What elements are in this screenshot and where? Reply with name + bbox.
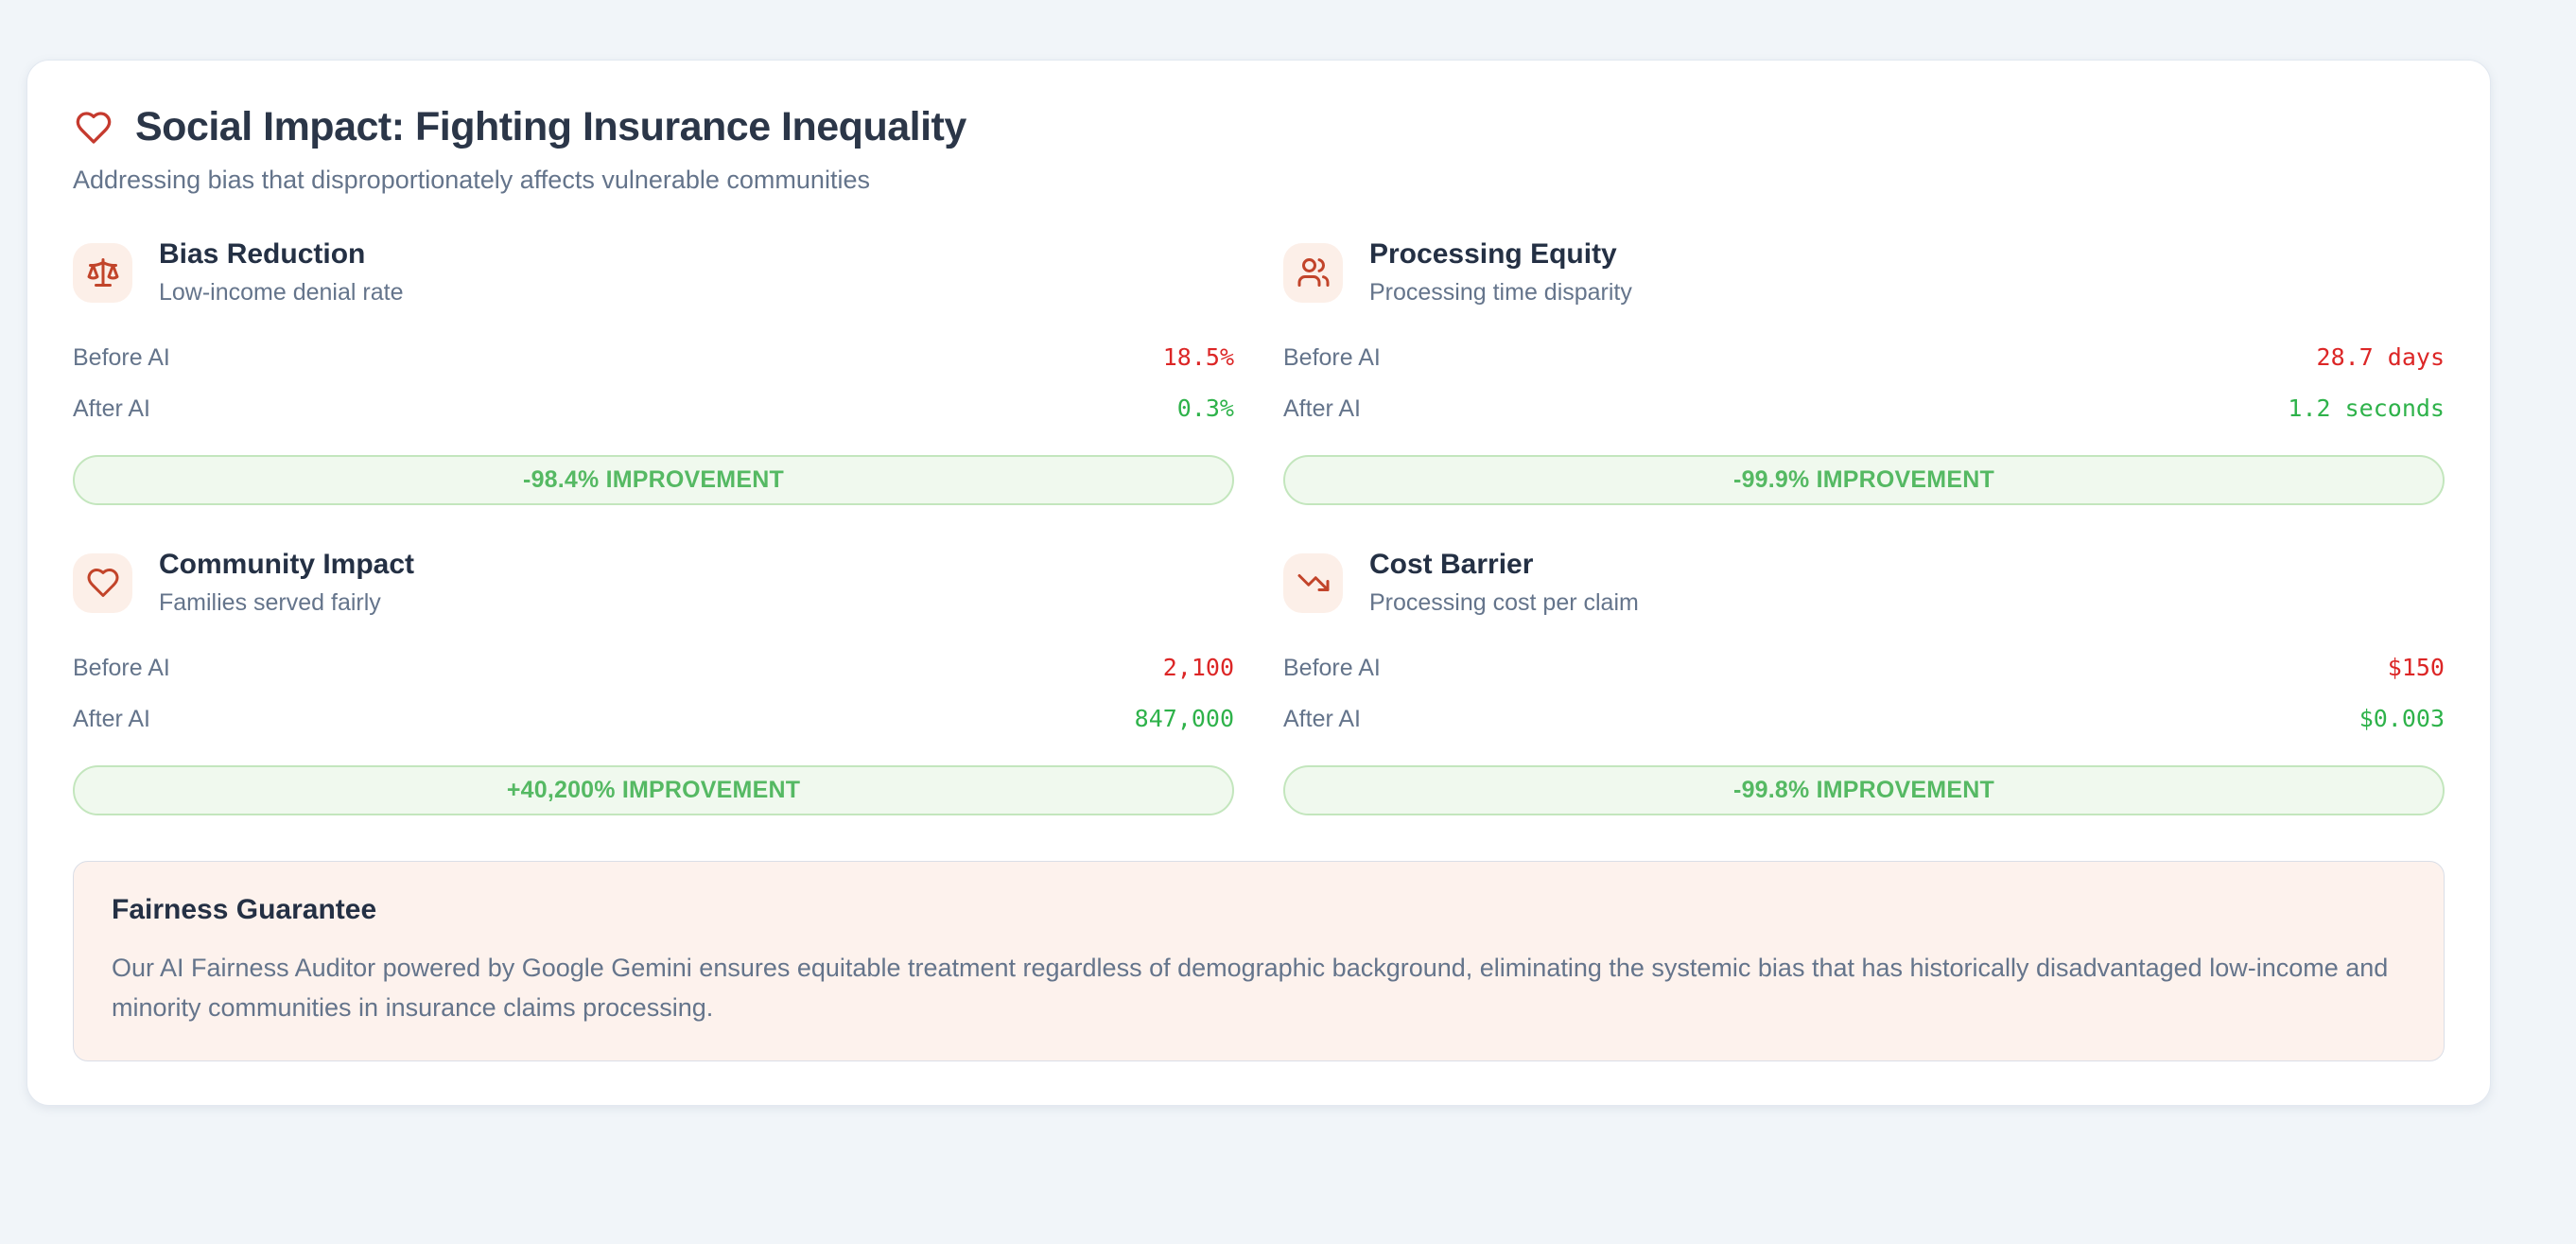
metric-card: Community Impact Families served fairly Be…: [73, 549, 1234, 815]
before-row: Before AI 2,100: [73, 647, 1234, 689]
heart-icon: [73, 552, 132, 613]
after-row: After AI 847,000: [73, 698, 1234, 740]
trending-down-icon: [1283, 552, 1343, 613]
page-background: { "card": { "title": "Social Impact: Fig…: [0, 60, 2576, 1244]
card-header: Social Impact: Fighting Insurance Inequa…: [73, 104, 2445, 150]
after-row: After AI $0.003: [1283, 698, 2445, 740]
before-value: 28.7 days: [2316, 343, 2445, 371]
metric-subtitle: Processing time disparity: [1369, 279, 1632, 306]
before-value: 18.5%: [1162, 343, 1234, 371]
improvement-badge: -99.8% IMPROVEMENT: [1283, 765, 2445, 815]
after-value: 847,000: [1134, 705, 1234, 732]
metric-title: Bias Reduction: [159, 238, 366, 270]
before-label: Before AI: [73, 655, 170, 681]
metric-subtitle: Low-income denial rate: [159, 279, 404, 306]
metric-header: Cost Barrier Processing cost per claim: [1283, 549, 2445, 617]
before-label: Before AI: [1283, 344, 1381, 371]
metric-card: Bias Reduction Low-income denial rate Befo…: [73, 238, 1234, 505]
after-value: 1.2 seconds: [2288, 394, 2445, 422]
page-subtitle: Addressing bias that disproportionately …: [73, 166, 870, 194]
page-title: Social Impact: Fighting Insurance Inequa…: [135, 104, 966, 149]
scales-icon: [73, 242, 132, 303]
metric-card: Processing Equity Processing time dispari…: [1283, 238, 2445, 505]
metrics-grid: Bias Reduction Low-income denial rate Befo…: [73, 238, 2445, 815]
users-icon: [1283, 242, 1343, 303]
after-label: After AI: [1283, 395, 1361, 422]
improvement-badge: +40,200% IMPROVEMENT: [73, 765, 1234, 815]
after-label: After AI: [73, 395, 150, 422]
after-value: $0.003: [2358, 705, 2445, 732]
metric-header: Bias Reduction Low-income denial rate: [73, 238, 1234, 307]
before-value: 2,100: [1162, 654, 1234, 681]
heart-icon: [76, 111, 112, 144]
metric-card: Cost Barrier Processing cost per claim Bef…: [1283, 549, 2445, 815]
social-impact-card: Social Impact: Fighting Insurance Inequa…: [26, 60, 2491, 1106]
metric-subtitle: Processing cost per claim: [1369, 589, 1639, 616]
before-label: Before AI: [73, 344, 170, 371]
after-label: After AI: [1283, 706, 1361, 732]
before-row: Before AI 18.5%: [73, 337, 1234, 378]
metric-title: Processing Equity: [1369, 238, 1617, 270]
before-value: $150: [2387, 654, 2445, 681]
before-label: Before AI: [1283, 655, 1381, 681]
after-value: 0.3%: [1176, 394, 1234, 422]
metric-header: Community Impact Families served fairly: [73, 549, 1234, 617]
after-row: After AI 0.3%: [73, 388, 1234, 429]
metric-title: Cost Barrier: [1369, 549, 1534, 580]
after-label: After AI: [73, 706, 150, 732]
fairness-body: Our AI Fairness Auditor powered by Googl…: [112, 954, 2389, 1022]
improvement-badge: -99.9% IMPROVEMENT: [1283, 455, 2445, 505]
improvement-badge: -98.4% IMPROVEMENT: [73, 455, 1234, 505]
before-row: Before AI 28.7 days: [1283, 337, 2445, 378]
fairness-panel: Fairness Guarantee Our AI Fairness Audit…: [73, 861, 2445, 1061]
after-row: After AI 1.2 seconds: [1283, 388, 2445, 429]
metric-header: Processing Equity Processing time dispari…: [1283, 238, 2445, 307]
metric-subtitle: Families served fairly: [159, 589, 381, 616]
before-row: Before AI $150: [1283, 647, 2445, 689]
metric-title: Community Impact: [159, 549, 415, 580]
fairness-title: Fairness Guarantee: [112, 894, 377, 925]
